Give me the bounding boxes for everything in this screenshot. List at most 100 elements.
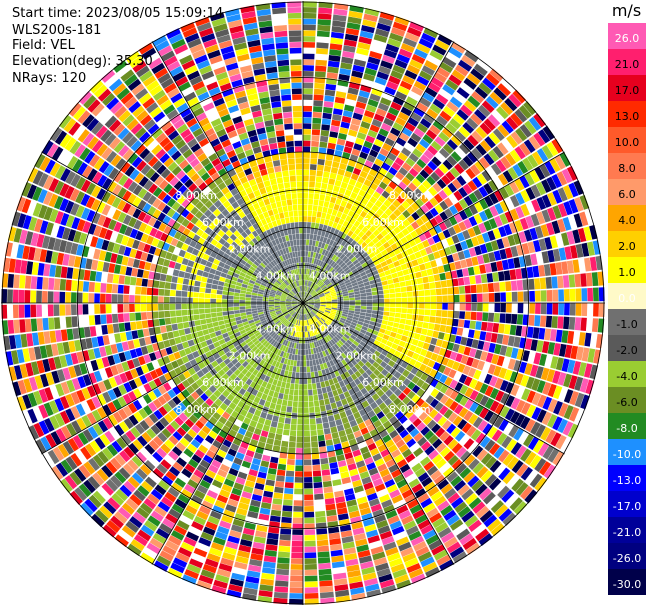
velocity-gate [371,354,378,361]
velocity-gate [325,297,332,300]
velocity-gate [534,477,548,492]
velocity-gate [484,195,494,207]
velocity-gate [329,252,335,259]
velocity-gate [291,540,303,547]
velocity-gate [372,82,385,92]
velocity-gate [463,77,477,90]
velocity-gate [401,489,414,499]
velocity-gate [362,19,377,28]
velocity-gate [419,248,428,257]
velocity-gate [573,213,583,228]
velocity-gate [367,98,379,108]
velocity-gate [352,249,359,257]
velocity-gate [524,338,533,350]
velocity-gate [357,41,371,51]
velocity-gate [304,581,318,588]
velocity-gate [438,221,448,231]
velocity-gate [441,310,448,318]
velocity-gate [531,151,544,166]
velocity-gate [316,313,321,319]
velocity-gate [505,313,512,324]
velocity-gate [417,519,431,530]
velocity-gate [65,279,72,291]
velocity-gate [514,372,524,385]
velocity-gate [307,378,312,384]
velocity-gate [325,154,334,161]
velocity-gate [325,439,334,446]
velocity-gate [366,295,373,300]
velocity-gate [326,385,332,393]
velocity-gate [458,198,469,210]
velocity-gate [382,284,389,290]
velocity-gate [470,164,481,176]
velocity-gate [327,284,333,289]
velocity-gate [460,240,469,250]
velocity-gate [440,317,448,325]
velocity-gate [194,280,201,287]
velocity-gate [312,309,317,314]
velocity-gate [526,326,534,338]
velocity-gate [328,287,335,292]
velocity-gate [303,94,313,100]
velocity-gate [307,306,312,311]
velocity-gate [221,303,228,308]
velocity-gate [369,365,377,373]
velocity-gate [466,425,477,438]
velocity-gate [317,253,322,260]
velocity-gate [574,376,584,391]
velocity-gate [152,311,159,319]
velocity-gate [328,456,337,464]
velocity-gate [340,328,347,334]
velocity-gate [297,407,303,414]
velocity-gate [439,110,452,122]
velocity-gate [326,282,332,288]
velocity-gate [446,514,460,526]
velocity-gate [478,210,488,222]
velocity-gate [578,258,586,273]
velocity-gate [465,492,478,505]
velocity-gate [557,203,568,218]
velocity-gate [349,352,357,359]
velocity-gate [485,242,494,253]
velocity-gate [361,372,369,380]
velocity-gate [390,190,400,199]
velocity-gate [375,172,385,181]
velocity-gate [442,84,456,96]
velocity-gate [335,144,345,152]
velocity-gate [380,229,389,237]
velocity-gate [377,372,385,381]
velocity-gate [557,275,564,289]
velocity-gate [303,442,311,448]
velocity-gate [483,153,495,166]
velocity-gate [123,285,130,294]
velocity-gate [428,449,439,460]
velocity-gate [327,60,340,68]
velocity-gate [425,566,440,578]
velocity-gate [334,149,343,157]
velocity-gate [541,209,551,223]
velocity-gate [381,368,389,377]
velocity-gate [320,130,330,137]
velocity-gate [404,409,414,419]
velocity-gate [288,447,296,454]
velocity-gate [305,280,308,286]
velocity-gate [359,350,366,357]
velocity-gate [511,303,518,313]
velocity-gate [585,379,595,395]
velocity-gate [405,196,415,206]
velocity-gate [398,392,407,401]
velocity-gate [382,406,391,416]
velocity-gate [274,386,281,393]
velocity-gate [444,488,457,500]
velocity-gate [307,383,313,390]
velocity-gate [88,293,95,303]
velocity-gate [290,564,303,570]
velocity-gate [328,340,334,347]
velocity-gate [358,318,365,323]
velocity-gate [53,278,61,291]
velocity-gate [397,204,406,214]
velocity-gate [304,534,316,541]
velocity-gate [433,549,449,561]
velocity-gate [335,266,342,272]
velocity-gate [393,217,402,226]
